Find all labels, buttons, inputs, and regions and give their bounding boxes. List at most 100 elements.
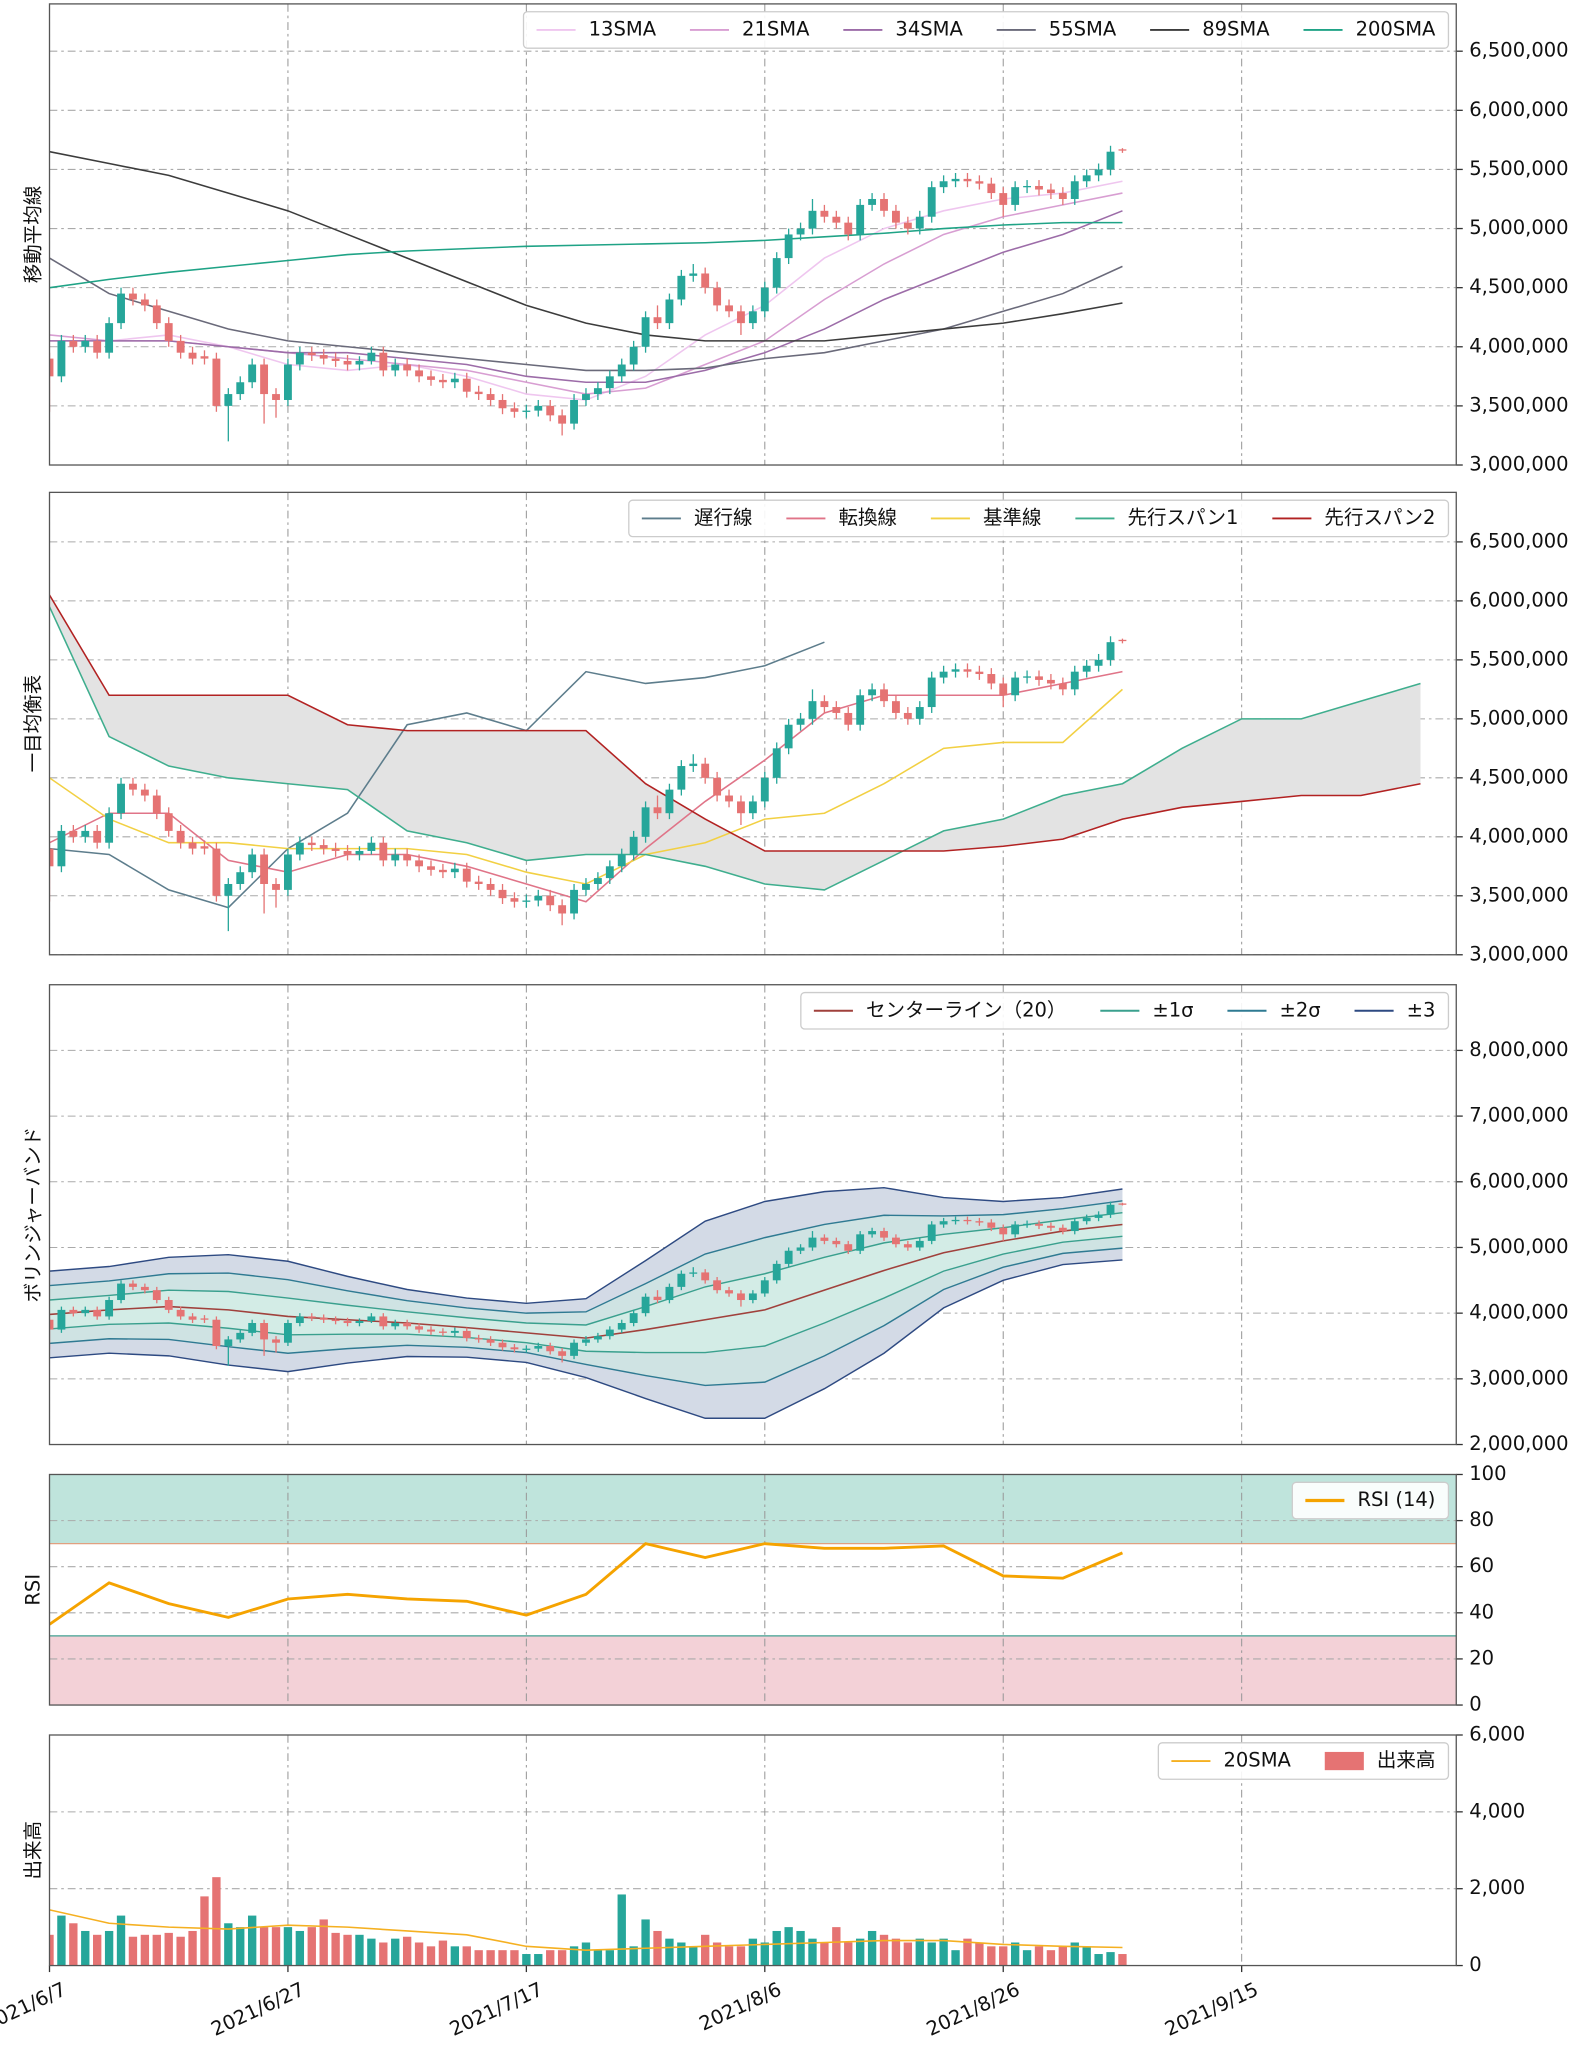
legend-label: 転換線 (838, 506, 897, 529)
volume-bar (379, 1942, 388, 1966)
candle-body (820, 1237, 829, 1241)
band-lower (49, 1235, 1123, 1354)
candle-body (570, 889, 578, 914)
candle-body (81, 340, 90, 347)
legend-label: 出来高 (1377, 1749, 1436, 1772)
legend-box (522, 11, 1450, 49)
y-tick-label: 6,000,000 (1469, 1169, 1568, 1192)
candle-body (415, 860, 424, 867)
candle-body (892, 1237, 900, 1245)
candle-body (152, 1290, 161, 1301)
candle-body (1023, 185, 1032, 188)
volume-bar (963, 1938, 972, 1966)
y-tick-label: 2,000,000 (1469, 1432, 1568, 1455)
candle-body (427, 1329, 435, 1332)
candle-body (1106, 642, 1115, 660)
band-upper (49, 1200, 1123, 1314)
y-tick-label: 6,500,000 (1469, 39, 1568, 62)
candle-body (1070, 181, 1079, 199)
candle-body (200, 846, 209, 849)
volume-bar (402, 1936, 412, 1966)
volume-bar (104, 1930, 114, 1966)
candle-body (915, 1240, 924, 1248)
candle-body (737, 311, 745, 324)
candle-body (486, 394, 495, 400)
candle-body (1011, 1224, 1020, 1235)
candle-body (653, 317, 662, 324)
candle-body (200, 1318, 209, 1320)
candle-body (403, 854, 412, 861)
candle-body (498, 889, 507, 899)
plot (49, 3, 1457, 466)
candle-body (1058, 193, 1067, 199)
volume-bar (212, 1877, 221, 1966)
volume-bar (391, 1938, 400, 1966)
candle-body (331, 1319, 340, 1322)
volume-bar (164, 1932, 173, 1966)
candle-body (486, 1339, 495, 1343)
candle-body (1046, 1225, 1055, 1228)
legend-swatch (1324, 1751, 1364, 1771)
legend: センターライン（20） ±1σ ±2σ ±3 (800, 991, 1450, 1030)
candle-body (1035, 676, 1043, 680)
candle-body (212, 848, 221, 896)
candle-body (1106, 1204, 1115, 1215)
candle-body (748, 311, 757, 324)
candle-body (1011, 677, 1020, 696)
candle-body (498, 1342, 507, 1348)
volume-bar (569, 1946, 579, 1966)
candle-body (1118, 149, 1127, 151)
y-tick-label: 6,000 (1469, 1722, 1525, 1745)
candle-body (784, 234, 793, 259)
candle-body (582, 1339, 590, 1343)
legend-label: 13SMA (589, 17, 657, 40)
candle-body (272, 883, 280, 890)
candle-body (689, 273, 698, 276)
volume-bar (784, 1927, 793, 1966)
candle-body (939, 671, 948, 678)
candle-body (140, 1286, 149, 1291)
candle-body (1070, 1221, 1079, 1232)
legend-label: 200SMA (1356, 17, 1436, 40)
volume-bar (116, 1915, 126, 1966)
candle-body (510, 1347, 519, 1350)
candle-body (677, 1273, 686, 1287)
volume-bar (939, 1938, 948, 1966)
candle-body (427, 376, 435, 380)
candle-body (164, 323, 173, 341)
volume-bar (593, 1950, 603, 1966)
volume-bar (748, 1938, 758, 1966)
candle-body (248, 364, 257, 383)
volume-bar (367, 1938, 376, 1966)
candle-body (665, 789, 674, 814)
candle-body (474, 391, 483, 395)
candle-body (391, 364, 400, 371)
y-tick-label: 40 (1469, 1600, 1494, 1623)
candle-body (236, 382, 245, 395)
candle-body (438, 869, 447, 873)
volume-bar (283, 1927, 293, 1966)
candle-body (248, 1323, 257, 1333)
series-line (49, 221, 1123, 289)
candle-body (605, 866, 614, 879)
plot-frame (48, 1473, 1457, 1706)
candle-body (999, 1227, 1008, 1235)
volume-bar (1094, 1954, 1103, 1966)
volume-bar (188, 1930, 197, 1966)
candle-body (617, 1323, 626, 1330)
candle-body (391, 854, 400, 861)
candle-body (272, 1339, 280, 1343)
candle-body (880, 1231, 888, 1238)
series-line (49, 1909, 1123, 1951)
candle-body (689, 763, 698, 767)
candle-body (188, 842, 197, 849)
candle-body (784, 1250, 793, 1264)
candle-body (343, 360, 352, 365)
x-tick-label: 2021/7/17 (446, 1978, 546, 2041)
candle-body (963, 1219, 972, 1222)
candle-body (856, 204, 865, 235)
candle-body (617, 854, 626, 867)
legend-label: ±3 (1407, 998, 1436, 1021)
candle-body (737, 1293, 745, 1301)
candle-body (260, 1323, 269, 1340)
